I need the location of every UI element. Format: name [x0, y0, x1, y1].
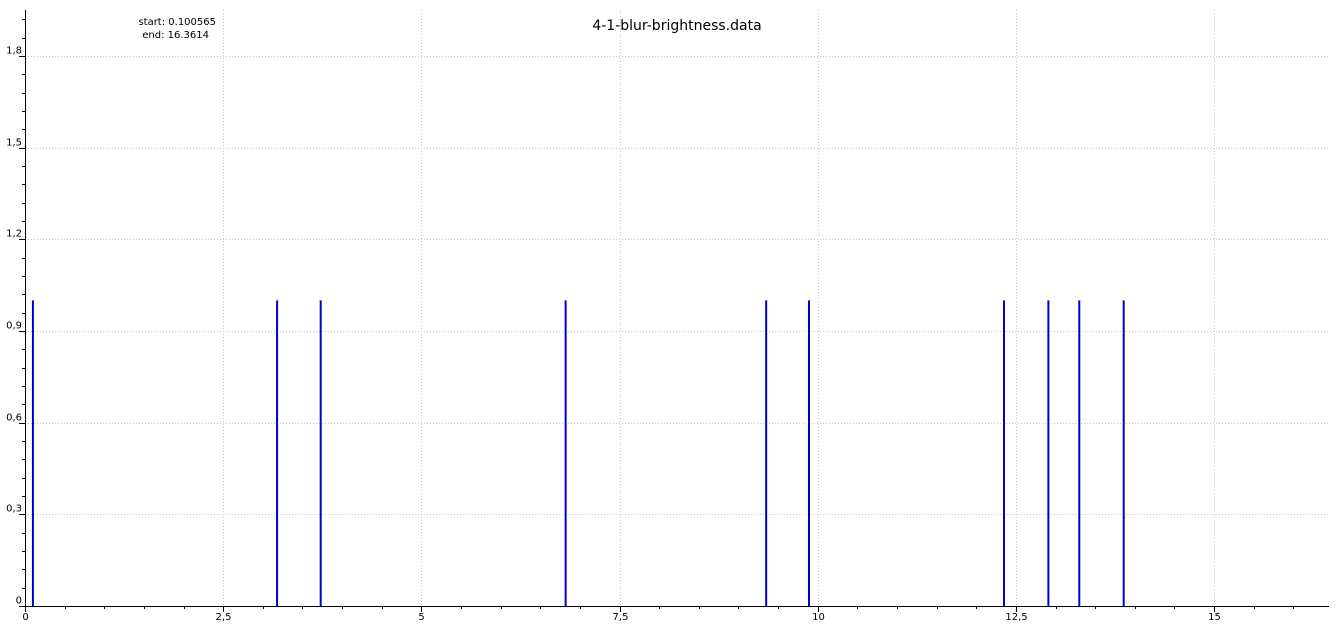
x-tick-label: 12,5	[1005, 612, 1027, 623]
x-tick-label: 2,5	[216, 612, 232, 623]
axes-layer: 0 2,5 5 7,5 10 12,5 15 0 0,3 0,6 0,9 1,2 1,5 1,8	[6, 10, 1329, 623]
y-tick-label: 1,8	[6, 46, 22, 57]
start-label: start: 0.100565	[138, 17, 216, 28]
chart-title: 4-1-blur-brightness.data	[592, 18, 761, 34]
y-tick-label: 1,2	[6, 229, 22, 240]
bars-layer	[31, 300, 1125, 606]
x-tick-label: 5	[418, 612, 424, 623]
x-tick-label: 0	[22, 612, 28, 623]
y-tick-label: 1,5	[6, 138, 22, 149]
y-tick-label: 0	[16, 596, 22, 607]
y-tick-label: 0,9	[6, 321, 22, 332]
end-label: end: 16.3614	[142, 30, 209, 41]
x-tick-label: 10	[812, 612, 825, 623]
grid-layer	[25, 10, 1329, 606]
x-tick-label: 15	[1208, 612, 1221, 623]
y-tick-label: 0,6	[6, 413, 22, 424]
y-tick-label: 0,3	[6, 504, 22, 515]
x-tick-label: 7,5	[613, 612, 629, 623]
